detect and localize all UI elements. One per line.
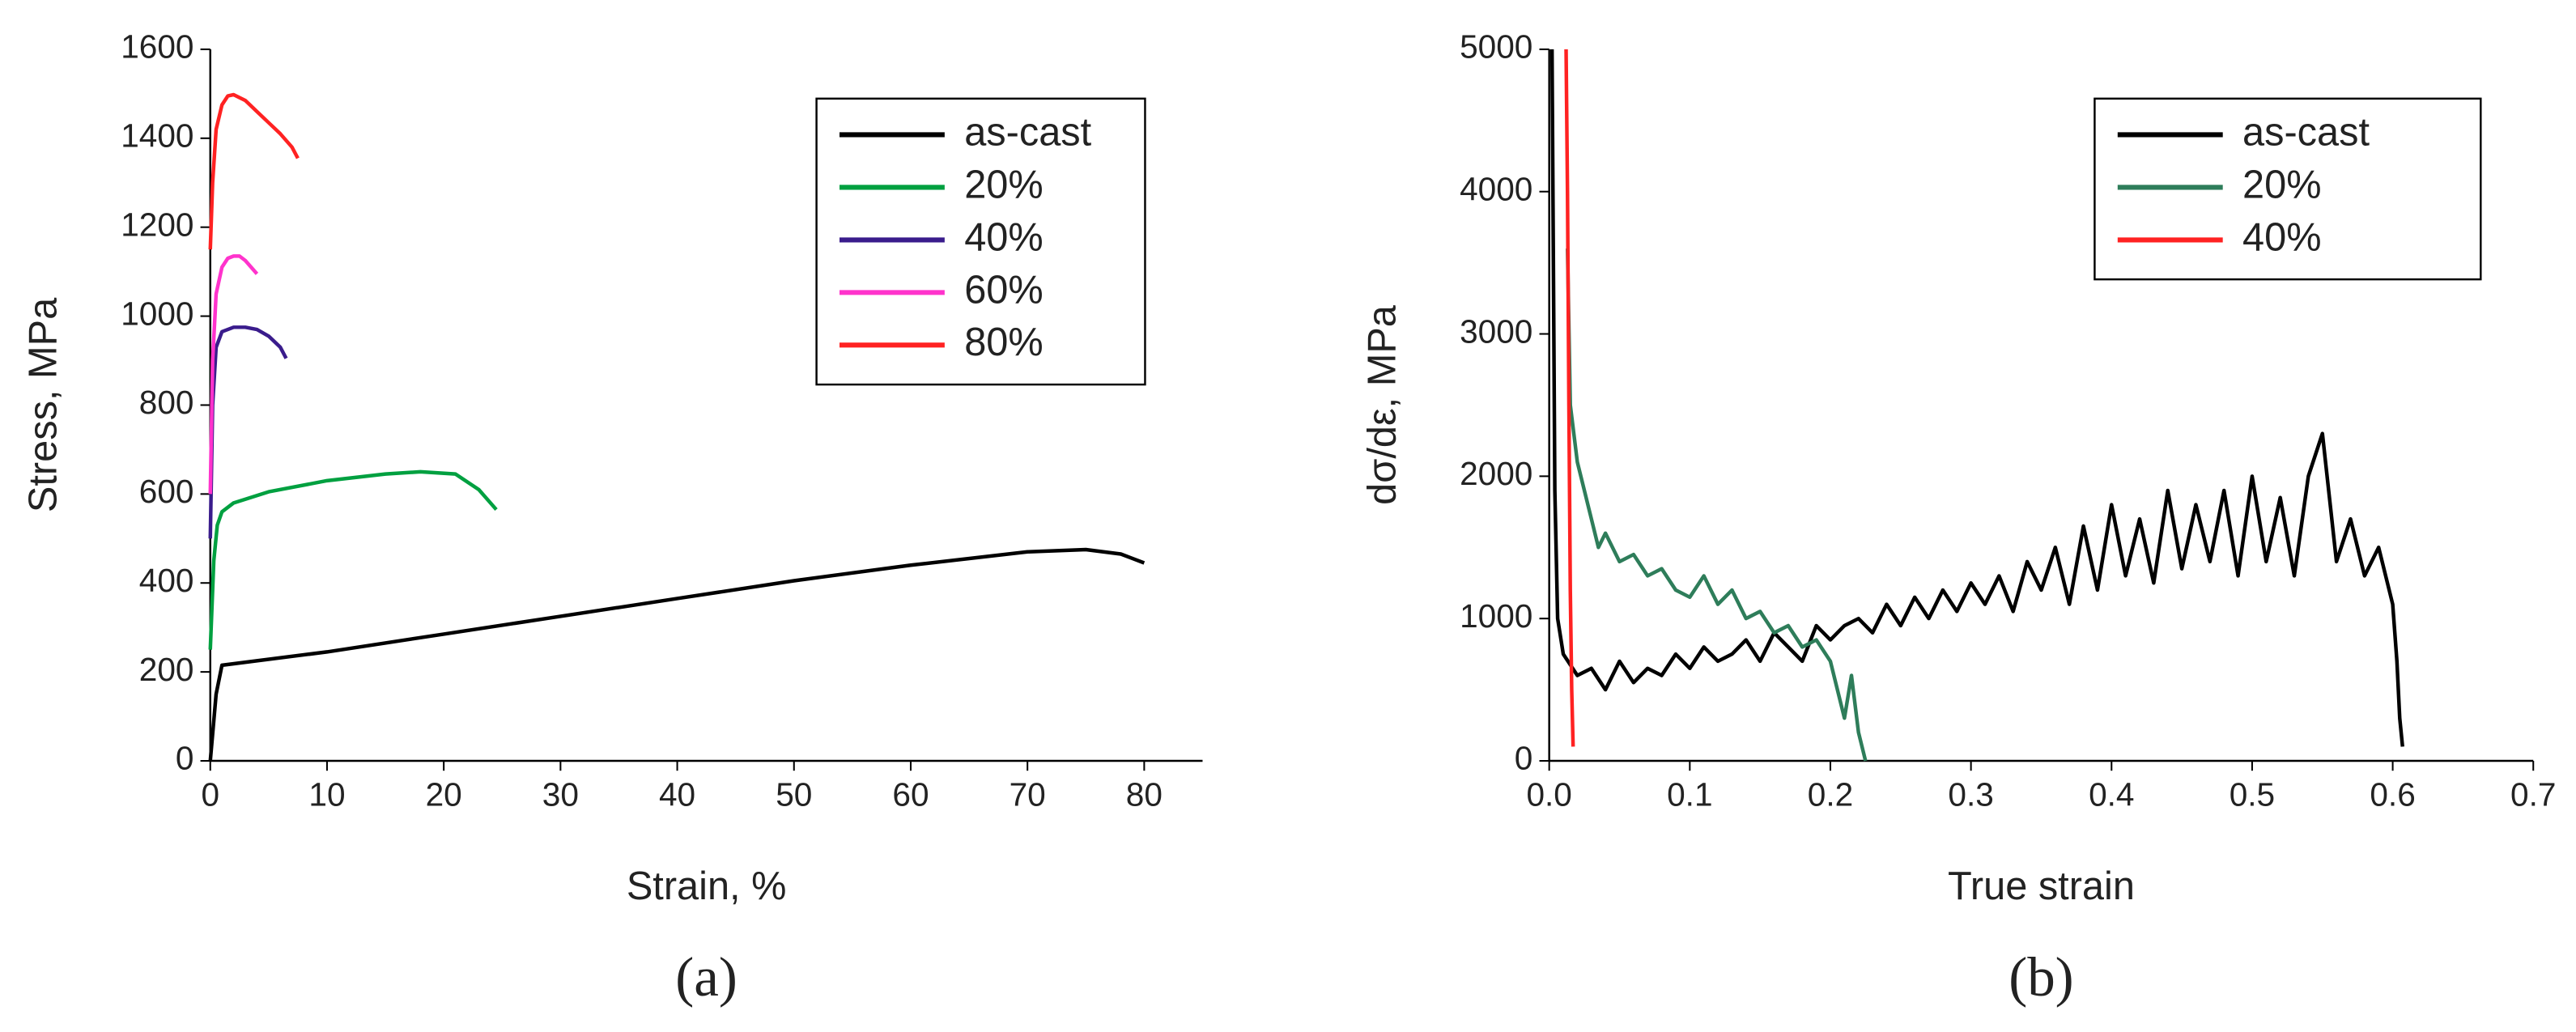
y-tick-label: 200 — [139, 651, 194, 688]
series-line — [1566, 248, 1868, 762]
x-tick-label: 20 — [426, 775, 462, 813]
y-tick-label: 1000 — [1460, 597, 1532, 635]
series-line — [208, 325, 288, 539]
series-line — [208, 92, 300, 250]
x-axis-title: Strain, % — [627, 864, 787, 908]
x-tick-label: 70 — [1010, 775, 1046, 813]
y-tick-label: 5000 — [1460, 28, 1532, 66]
x-tick-label: 0.4 — [2089, 775, 2134, 813]
series-line — [1549, 49, 2404, 747]
y-tick-label: 4000 — [1460, 170, 1532, 207]
y-tick-label: 400 — [139, 562, 194, 599]
series-line — [208, 254, 259, 495]
x-tick-label: 0 — [201, 775, 219, 813]
legend-label: 20% — [964, 163, 1043, 206]
y-axis-title: dσ/dε, MPa — [1361, 304, 1405, 505]
x-tick-label: 10 — [308, 775, 345, 813]
y-tick-label: 800 — [139, 384, 194, 421]
y-tick-label: 0 — [176, 740, 194, 777]
y-axis-title: Stress, MPa — [22, 297, 66, 512]
y-tick-label: 600 — [139, 473, 194, 510]
x-tick-label: 0.7 — [2510, 775, 2556, 813]
legend-label: 60% — [964, 268, 1043, 312]
y-tick-label: 1600 — [121, 28, 193, 66]
legend-label: 40% — [964, 215, 1043, 259]
x-tick-label: 30 — [542, 775, 579, 813]
y-tick-label: 1400 — [121, 117, 193, 155]
x-axis-title: True strain — [1948, 864, 2135, 908]
y-tick-label: 2000 — [1460, 455, 1532, 492]
panel-label: (b) — [2009, 946, 2073, 1008]
x-tick-label: 0.0 — [1526, 775, 1571, 813]
x-tick-label: 60 — [892, 775, 929, 813]
x-tick-label: 50 — [776, 775, 812, 813]
y-tick-label: 1000 — [121, 295, 193, 332]
legend-label: 80% — [964, 321, 1043, 364]
x-tick-label: 0.2 — [1808, 775, 1853, 813]
x-tick-label: 0.5 — [2230, 775, 2275, 813]
legend-label: as-cast — [2242, 110, 2370, 154]
series-line — [208, 469, 498, 650]
series-line — [208, 547, 1146, 762]
x-tick-label: 0.1 — [1667, 775, 1712, 813]
panel-label: (a) — [675, 946, 738, 1008]
legend-label: 40% — [2242, 215, 2321, 259]
legend-label: as-cast — [964, 110, 1091, 154]
legend-label: 20% — [2242, 163, 2321, 206]
y-tick-label: 0 — [1515, 740, 1533, 777]
x-tick-label: 0.6 — [2370, 775, 2415, 813]
series-line — [1564, 49, 1575, 747]
y-tick-label: 3000 — [1460, 312, 1532, 350]
x-tick-label: 80 — [1126, 775, 1163, 813]
x-tick-label: 0.3 — [1948, 775, 1993, 813]
x-tick-label: 40 — [659, 775, 695, 813]
y-tick-label: 1200 — [121, 206, 193, 243]
